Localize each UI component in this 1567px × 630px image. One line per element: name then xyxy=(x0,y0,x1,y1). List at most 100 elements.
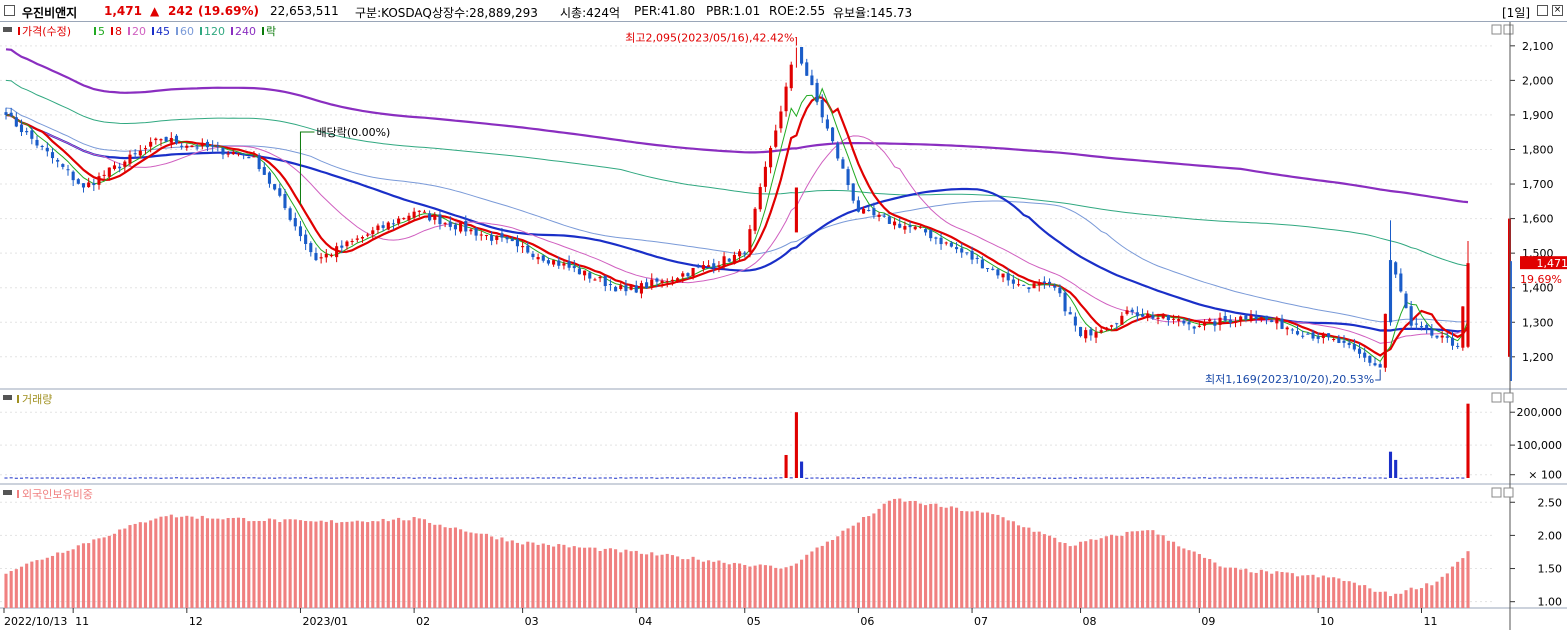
volume-title: 거래량 xyxy=(22,393,52,406)
volume-bar xyxy=(541,477,545,479)
volume-bar xyxy=(123,477,127,479)
volume-bar xyxy=(1425,477,1429,479)
candle-body xyxy=(831,127,835,142)
foreign-bar xyxy=(479,533,483,608)
foreign-bar xyxy=(1332,577,1336,608)
candle-body xyxy=(1187,322,1191,325)
foreign-bar xyxy=(298,520,303,608)
foreign-bar xyxy=(1337,578,1341,608)
candle-body xyxy=(696,266,700,268)
foreign-bar xyxy=(929,503,933,608)
candle-body xyxy=(1011,279,1015,284)
foreign-bar xyxy=(236,517,241,608)
foreign-bar xyxy=(893,498,897,608)
candle-body xyxy=(805,62,809,76)
x-tick-label: 04 xyxy=(638,615,652,628)
candle-body xyxy=(495,235,499,240)
candle-body xyxy=(247,156,251,159)
candle-body xyxy=(45,147,49,152)
volume-bar xyxy=(614,477,618,479)
panel-min-icon xyxy=(1491,392,1502,403)
foreign-bar xyxy=(965,511,969,608)
x-tick-label: 02 xyxy=(416,615,430,628)
volume-bar xyxy=(567,477,571,479)
legend-label: 120 xyxy=(204,25,225,38)
volume-bar xyxy=(986,477,990,479)
candle-body xyxy=(872,208,876,216)
candle-body xyxy=(386,222,390,230)
foreign-bar xyxy=(484,533,488,608)
volume-bar xyxy=(298,477,303,479)
candle-body xyxy=(572,266,576,269)
candle-body xyxy=(76,179,80,184)
legend-swatch xyxy=(152,27,154,35)
foreign-bar xyxy=(1466,551,1470,608)
candle-body xyxy=(887,216,891,224)
foreign-bar xyxy=(1140,530,1145,608)
foreign-tick-label: 2.00 xyxy=(1538,529,1563,542)
foreign-bar xyxy=(1342,580,1346,608)
volume-bar xyxy=(288,477,292,479)
foreign-bar xyxy=(676,556,680,608)
checkbox[interactable] xyxy=(4,5,15,16)
candle-body xyxy=(1342,340,1346,343)
foreign-bar xyxy=(211,518,215,608)
candle-body xyxy=(655,278,659,282)
foreign-bar xyxy=(164,516,168,608)
candle-body xyxy=(1357,348,1362,354)
foreign-bar xyxy=(1249,572,1253,608)
foreign-bar xyxy=(686,559,690,608)
volume-bar xyxy=(634,477,638,479)
candle-body xyxy=(1208,319,1212,322)
candle-body xyxy=(397,218,401,224)
volume-bar xyxy=(784,454,788,478)
foreign-bar xyxy=(1264,571,1269,608)
volume-bar xyxy=(283,477,287,479)
volume-bar xyxy=(996,477,1000,479)
close-icon[interactable]: × xyxy=(1552,5,1563,16)
candle-body xyxy=(469,229,473,232)
x-tick-label: 2023/01 xyxy=(302,615,348,628)
price-tick-label: 1,600 xyxy=(1522,213,1554,226)
foreign-bar xyxy=(273,519,277,608)
candle-body xyxy=(118,166,122,169)
foreign-bar xyxy=(143,522,148,608)
x-tick-label: 08 xyxy=(1083,615,1097,628)
volume-bar xyxy=(515,477,519,479)
volume-bar xyxy=(774,477,778,479)
foreign-bar xyxy=(1295,576,1300,608)
candle-body xyxy=(1419,326,1424,328)
candle-body xyxy=(366,234,370,236)
candle-body xyxy=(562,263,566,266)
candle-body xyxy=(583,270,587,276)
candle-body xyxy=(185,145,189,148)
foreign-bar xyxy=(66,550,70,608)
volume-bar xyxy=(314,477,318,479)
foreign-bar xyxy=(515,542,519,608)
foreign-bar xyxy=(1409,587,1413,608)
candle-body xyxy=(634,285,638,293)
foreign-bar xyxy=(541,543,545,608)
volume-bar xyxy=(1171,477,1176,479)
foreign-bar xyxy=(107,535,111,608)
candle-body xyxy=(1456,345,1460,347)
candle-body xyxy=(810,75,814,86)
candle-body xyxy=(298,226,303,237)
candle-body xyxy=(350,241,354,243)
candle-body xyxy=(428,213,432,221)
foreign-bar xyxy=(1394,593,1398,608)
period-label[interactable]: [1일] xyxy=(1502,6,1531,20)
foreign-bar xyxy=(1032,531,1036,608)
candle-body xyxy=(123,161,127,167)
volume-bar xyxy=(216,477,220,479)
foreign-bar xyxy=(774,567,778,608)
candle-body xyxy=(665,281,669,283)
foreign-bar xyxy=(453,527,457,608)
candle-body xyxy=(1156,317,1160,319)
candle-body xyxy=(712,263,716,268)
candle-body xyxy=(283,194,287,209)
foreign-bar xyxy=(851,525,855,608)
restore-icon[interactable] xyxy=(1537,5,1548,16)
foreign-bar xyxy=(190,516,194,608)
candle-body xyxy=(252,156,256,158)
